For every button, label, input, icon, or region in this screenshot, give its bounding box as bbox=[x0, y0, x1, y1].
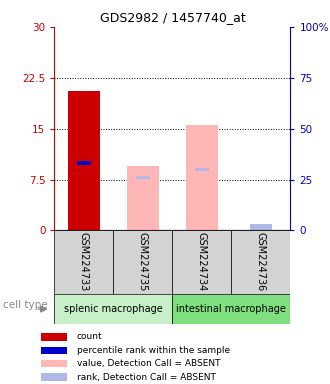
Text: GSM224736: GSM224736 bbox=[256, 232, 266, 292]
Text: splenic macrophage: splenic macrophage bbox=[64, 304, 163, 314]
Bar bbox=[172, 230, 231, 294]
Bar bbox=[41, 373, 67, 381]
Bar bbox=[68, 91, 100, 230]
Bar bbox=[41, 333, 67, 341]
Text: intestinal macrophage: intestinal macrophage bbox=[177, 304, 286, 314]
Text: count: count bbox=[77, 333, 103, 341]
Text: cell type: cell type bbox=[3, 300, 48, 310]
Bar bbox=[195, 168, 209, 171]
Text: GSM224733: GSM224733 bbox=[79, 232, 89, 292]
Text: rank, Detection Call = ABSENT: rank, Detection Call = ABSENT bbox=[77, 372, 216, 382]
Bar bbox=[114, 230, 173, 294]
Bar bbox=[54, 230, 114, 294]
Bar bbox=[54, 294, 172, 324]
Bar bbox=[127, 166, 159, 230]
Bar bbox=[186, 125, 218, 230]
Bar bbox=[41, 347, 67, 354]
Text: percentile rank within the sample: percentile rank within the sample bbox=[77, 346, 230, 355]
Title: GDS2982 / 1457740_at: GDS2982 / 1457740_at bbox=[100, 11, 245, 24]
Bar bbox=[249, 223, 272, 230]
Text: value, Detection Call = ABSENT: value, Detection Call = ABSENT bbox=[77, 359, 220, 368]
Bar bbox=[136, 176, 150, 179]
Bar bbox=[41, 360, 67, 367]
Bar bbox=[231, 230, 290, 294]
Bar bbox=[77, 161, 91, 165]
Text: GSM224734: GSM224734 bbox=[197, 232, 207, 292]
Bar bbox=[172, 294, 290, 324]
Text: GSM224735: GSM224735 bbox=[138, 232, 148, 292]
